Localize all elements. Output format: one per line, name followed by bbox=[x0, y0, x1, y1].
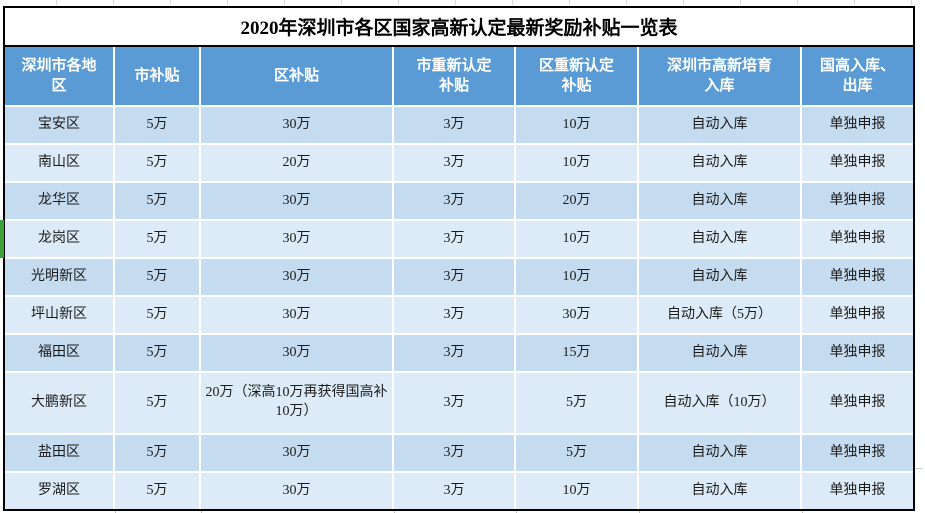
table-cell[interactable]: 20万（深高10万再获得国高补10万） bbox=[201, 373, 392, 433]
header-district-subsidy[interactable]: 区补贴 bbox=[201, 47, 392, 105]
table-cell[interactable]: 单独申报 bbox=[802, 259, 913, 295]
table-cell[interactable]: 单独申报 bbox=[802, 183, 913, 219]
table-row: 福田区 5万 30万 3万 15万 自动入库 单独申报 bbox=[5, 335, 913, 371]
header-city-subsidy[interactable]: 市补贴 bbox=[115, 47, 199, 105]
table-cell[interactable]: 单独申报 bbox=[802, 335, 913, 371]
table-cell[interactable]: 30万 bbox=[516, 297, 637, 333]
table-cell[interactable]: 自动入库（5万） bbox=[639, 297, 800, 333]
table-row: 罗湖区 5万 30万 3万 10万 自动入库 单独申报 bbox=[5, 473, 913, 509]
gridline-tick bbox=[639, 511, 640, 513]
district-cell[interactable]: 龙华区 bbox=[5, 183, 113, 219]
table-cell[interactable]: 3万 bbox=[394, 435, 514, 471]
table-title: 2020年深圳市各区国家高新认定最新奖励补贴一览表 bbox=[5, 8, 913, 47]
table-cell[interactable]: 自动入库 bbox=[639, 221, 800, 257]
table-cell[interactable]: 单独申报 bbox=[802, 373, 913, 433]
table-cell[interactable]: 自动入库 bbox=[639, 107, 800, 143]
table-cell[interactable]: 30万 bbox=[201, 335, 392, 371]
table-cell[interactable]: 10万 bbox=[516, 221, 637, 257]
table-cell[interactable]: 单独申报 bbox=[802, 145, 913, 181]
gridline-tick bbox=[201, 511, 202, 513]
table-cell[interactable]: 20万 bbox=[516, 183, 637, 219]
table-cell[interactable]: 自动入库 bbox=[639, 335, 800, 371]
table-header-row: 深圳市各地 区 市补贴 区补贴 市重新认定 补贴 区重新认定 补贴 深圳市高新培… bbox=[5, 47, 913, 105]
table-cell[interactable]: 5万 bbox=[115, 107, 199, 143]
table-cell[interactable]: 3万 bbox=[394, 335, 514, 371]
table-cell[interactable]: 5万 bbox=[115, 221, 199, 257]
district-cell[interactable]: 盐田区 bbox=[5, 435, 113, 471]
gridline-tick bbox=[516, 511, 517, 513]
subsidy-table: 2020年深圳市各区国家高新认定最新奖励补贴一览表 深圳市各地 区 市补贴 区补… bbox=[3, 6, 915, 511]
table-row: 宝安区 5万 30万 3万 10万 自动入库 单独申报 bbox=[5, 107, 913, 143]
table-cell[interactable]: 30万 bbox=[201, 297, 392, 333]
table-cell[interactable]: 5万 bbox=[115, 297, 199, 333]
table-cell[interactable]: 单独申报 bbox=[802, 107, 913, 143]
table-row: 盐田区 5万 30万 3万 5万 自动入库 单独申报 bbox=[5, 435, 913, 471]
table-cell[interactable]: 30万 bbox=[201, 107, 392, 143]
gridline-tick bbox=[915, 468, 923, 469]
district-cell[interactable]: 宝安区 bbox=[5, 107, 113, 143]
table-cell[interactable]: 10万 bbox=[516, 473, 637, 509]
table-cell[interactable]: 3万 bbox=[394, 259, 514, 295]
header-city-recert-subsidy[interactable]: 市重新认定 补贴 bbox=[394, 47, 514, 105]
table-cell[interactable]: 5万 bbox=[115, 435, 199, 471]
table-cell[interactable]: 3万 bbox=[394, 297, 514, 333]
table-cell[interactable]: 自动入库 bbox=[639, 259, 800, 295]
table-cell[interactable]: 3万 bbox=[394, 145, 514, 181]
table-cell[interactable]: 3万 bbox=[394, 183, 514, 219]
header-cultivation-storage[interactable]: 深圳市高新培育 入库 bbox=[639, 47, 800, 105]
table-cell[interactable]: 5万 bbox=[115, 335, 199, 371]
gridline-tick bbox=[115, 511, 116, 513]
table-cell[interactable]: 5万 bbox=[115, 473, 199, 509]
district-cell[interactable]: 光明新区 bbox=[5, 259, 113, 295]
district-cell[interactable]: 福田区 bbox=[5, 335, 113, 371]
table-cell[interactable]: 单独申报 bbox=[802, 473, 913, 509]
sheet-gridline-strip-top bbox=[0, 0, 925, 5]
district-cell[interactable]: 坪山新区 bbox=[5, 297, 113, 333]
table-cell[interactable]: 单独申报 bbox=[802, 435, 913, 471]
table-cell[interactable]: 5万 bbox=[516, 435, 637, 471]
table-cell[interactable]: 自动入库 bbox=[639, 473, 800, 509]
table-cell[interactable]: 3万 bbox=[394, 107, 514, 143]
table-cell[interactable]: 10万 bbox=[516, 145, 637, 181]
table-cell[interactable]: 5万 bbox=[115, 145, 199, 181]
table-row: 大鹏新区 5万 20万（深高10万再获得国高补10万） 3万 5万 自动入库（1… bbox=[5, 373, 913, 433]
table-cell[interactable]: 3万 bbox=[394, 373, 514, 433]
table-cell[interactable]: 10万 bbox=[516, 107, 637, 143]
table-cell[interactable]: 30万 bbox=[201, 183, 392, 219]
table-cell[interactable]: 30万 bbox=[201, 221, 392, 257]
table-cell[interactable]: 3万 bbox=[394, 473, 514, 509]
district-cell[interactable]: 大鹏新区 bbox=[5, 373, 113, 433]
table-cell[interactable]: 自动入库（10万） bbox=[639, 373, 800, 433]
table-cell[interactable]: 30万 bbox=[201, 473, 392, 509]
header-national-storage[interactable]: 国高入库、 出库 bbox=[802, 47, 913, 105]
table-row: 南山区 5万 20万 3万 10万 自动入库 单独申报 bbox=[5, 145, 913, 181]
table-cell[interactable]: 15万 bbox=[516, 335, 637, 371]
table-cell[interactable]: 30万 bbox=[201, 435, 392, 471]
table-cell[interactable]: 20万 bbox=[201, 145, 392, 181]
table-cell[interactable]: 10万 bbox=[516, 259, 637, 295]
district-cell[interactable]: 罗湖区 bbox=[5, 473, 113, 509]
header-district-recert-subsidy[interactable]: 区重新认定 补贴 bbox=[516, 47, 637, 105]
table-cell[interactable]: 5万 bbox=[115, 373, 199, 433]
table-cell[interactable]: 自动入库 bbox=[639, 145, 800, 181]
table-cell[interactable]: 3万 bbox=[394, 221, 514, 257]
table-cell[interactable]: 单独申报 bbox=[802, 297, 913, 333]
district-cell[interactable]: 龙岗区 bbox=[5, 221, 113, 257]
district-cell[interactable]: 南山区 bbox=[5, 145, 113, 181]
table-cell[interactable]: 自动入库 bbox=[639, 183, 800, 219]
row-selection-marker bbox=[0, 220, 4, 258]
header-district[interactable]: 深圳市各地 区 bbox=[5, 47, 113, 105]
table-row: 龙华区 5万 30万 3万 20万 自动入库 单独申报 bbox=[5, 183, 913, 219]
table-row: 龙岗区 5万 30万 3万 10万 自动入库 单独申报 bbox=[5, 221, 913, 257]
gridline-tick bbox=[802, 511, 803, 513]
table-cell[interactable]: 5万 bbox=[516, 373, 637, 433]
table-cell[interactable]: 单独申报 bbox=[802, 221, 913, 257]
gridline-tick bbox=[394, 511, 395, 513]
table-row: 光明新区 5万 30万 3万 10万 自动入库 单独申报 bbox=[5, 259, 913, 295]
table-cell[interactable]: 5万 bbox=[115, 183, 199, 219]
table-row: 坪山新区 5万 30万 3万 30万 自动入库（5万） 单独申报 bbox=[5, 297, 913, 333]
table-cell[interactable]: 5万 bbox=[115, 259, 199, 295]
table-cell[interactable]: 自动入库 bbox=[639, 435, 800, 471]
table-cell[interactable]: 30万 bbox=[201, 259, 392, 295]
